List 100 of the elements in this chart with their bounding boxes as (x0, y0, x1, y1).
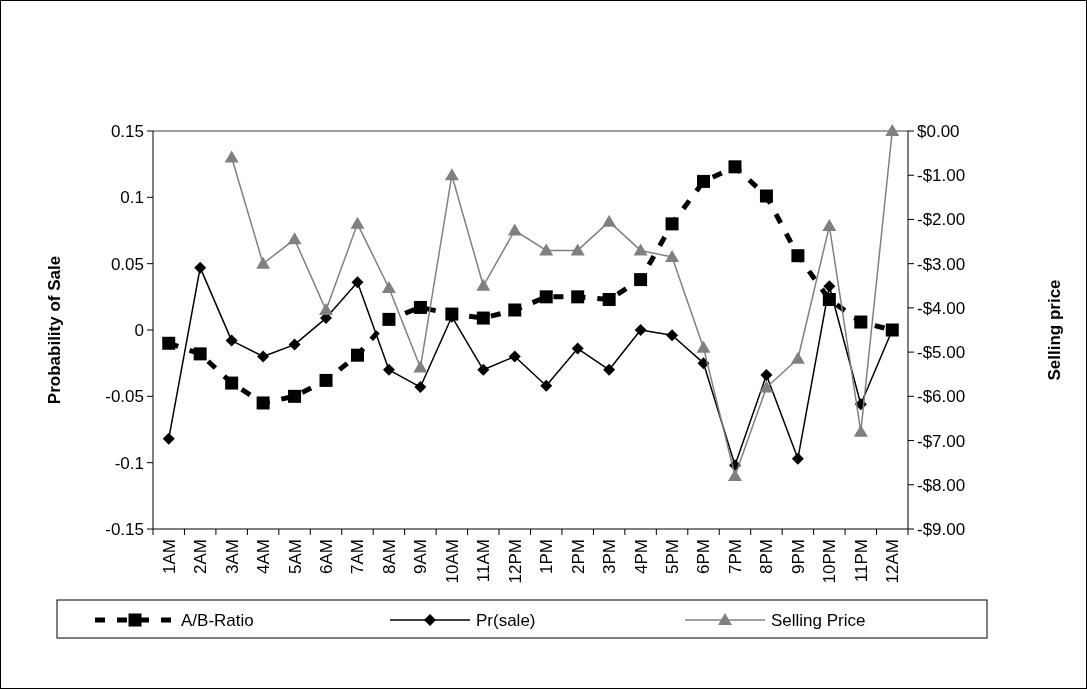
x-tick-label: 8AM (379, 539, 399, 574)
x-tick-label: 5AM (285, 539, 305, 574)
x-tick-label: 5PM (663, 539, 683, 574)
y-tick-label: -0.15 (105, 519, 144, 539)
point (413, 360, 428, 373)
point (287, 232, 302, 245)
x-tick-label: 10PM (820, 539, 840, 584)
x-tick-label: 12PM (505, 539, 525, 584)
legend-label: A/B-Ratio (181, 610, 254, 630)
y2-tick-label: -$3.00 (917, 254, 966, 274)
point (665, 250, 680, 263)
x-tick-label: 7PM (725, 539, 745, 574)
x-tick-label: 3AM (222, 539, 242, 574)
y2-tick-label: -$4.00 (917, 298, 966, 318)
y2-tick-label: -$5.00 (917, 343, 966, 363)
point (225, 334, 238, 347)
x-tick-label: 6AM (316, 539, 336, 574)
point (194, 261, 207, 274)
y2-tick-label: -$7.00 (917, 431, 966, 451)
x-tick-label: 4AM (254, 539, 274, 574)
y2-axis-title: Selling price (1045, 279, 1064, 381)
y2-tick-label: -$1.00 (917, 166, 966, 186)
point (381, 280, 396, 293)
point (162, 336, 176, 350)
point (225, 376, 239, 390)
point (257, 350, 270, 363)
x-tick-label: 11AM (474, 539, 494, 583)
legend-label: Selling Price (771, 610, 866, 630)
x-tick-label: 11PM (851, 539, 871, 583)
y-tick-label: -0.1 (114, 453, 144, 473)
point (414, 381, 427, 394)
y2-tick-label: -$6.00 (917, 387, 966, 407)
point (602, 292, 616, 306)
point (665, 217, 679, 231)
point (319, 303, 334, 316)
point (760, 369, 773, 382)
point (727, 468, 742, 481)
point (193, 347, 207, 361)
point (634, 273, 648, 287)
y-axis-title: Probability of Sale (45, 255, 64, 405)
x-tick-label: 3PM (600, 539, 620, 574)
y-tick-label: -0.05 (105, 387, 144, 407)
point (413, 300, 427, 314)
x-tick-label: 2AM (191, 539, 211, 574)
y-tick-label: 0.1 (120, 188, 144, 208)
x-tick-label: 7AM (348, 539, 368, 574)
x-tick-label: 8PM (757, 539, 777, 574)
point (256, 396, 270, 410)
point (507, 223, 522, 236)
point (823, 280, 836, 293)
point (853, 424, 868, 437)
point (696, 340, 711, 353)
point (382, 312, 396, 326)
y-tick-label: 0 (134, 320, 144, 340)
y-tick-label: 0.15 (110, 121, 144, 141)
x-tick-label: 6PM (694, 539, 714, 574)
x-tick-label: 1AM (159, 539, 179, 574)
point (697, 174, 711, 188)
x-tick-label: 1PM (537, 539, 557, 574)
point (603, 363, 616, 376)
point (633, 243, 648, 256)
point (476, 311, 490, 325)
point (162, 432, 175, 445)
y2-tick-label: -$8.00 (917, 475, 966, 495)
point (885, 124, 900, 136)
y2-tick-label: -$2.00 (917, 210, 966, 230)
x-tick-label: 2PM (568, 539, 588, 574)
y-tick-label: 0.05 (110, 254, 144, 274)
y2-tick-label: -$9.00 (917, 519, 966, 539)
point (224, 150, 239, 163)
point (508, 303, 522, 317)
point (791, 452, 804, 465)
legend-label: Pr(sale) (476, 610, 536, 630)
point (539, 243, 554, 256)
point (540, 379, 553, 392)
point (697, 357, 710, 370)
x-tick-label: 12AM (883, 539, 903, 584)
point (256, 256, 271, 269)
point (790, 351, 805, 364)
point (382, 363, 395, 376)
point (634, 324, 647, 336)
x-tick-label: 10AM (442, 539, 462, 584)
point (571, 342, 584, 355)
point (350, 216, 365, 229)
point (791, 249, 805, 263)
point (759, 189, 773, 203)
point (666, 329, 679, 342)
x-tick-label: 9AM (411, 539, 431, 574)
point (602, 214, 617, 227)
point (351, 276, 364, 289)
point (728, 160, 742, 174)
point (319, 373, 333, 387)
x-tick-label: 4PM (631, 539, 651, 574)
point (822, 219, 837, 232)
point (571, 290, 585, 304)
point (477, 363, 490, 376)
point (570, 243, 585, 256)
point (288, 338, 301, 351)
point (444, 168, 459, 181)
y2-tick-label: $0.00 (917, 121, 960, 141)
